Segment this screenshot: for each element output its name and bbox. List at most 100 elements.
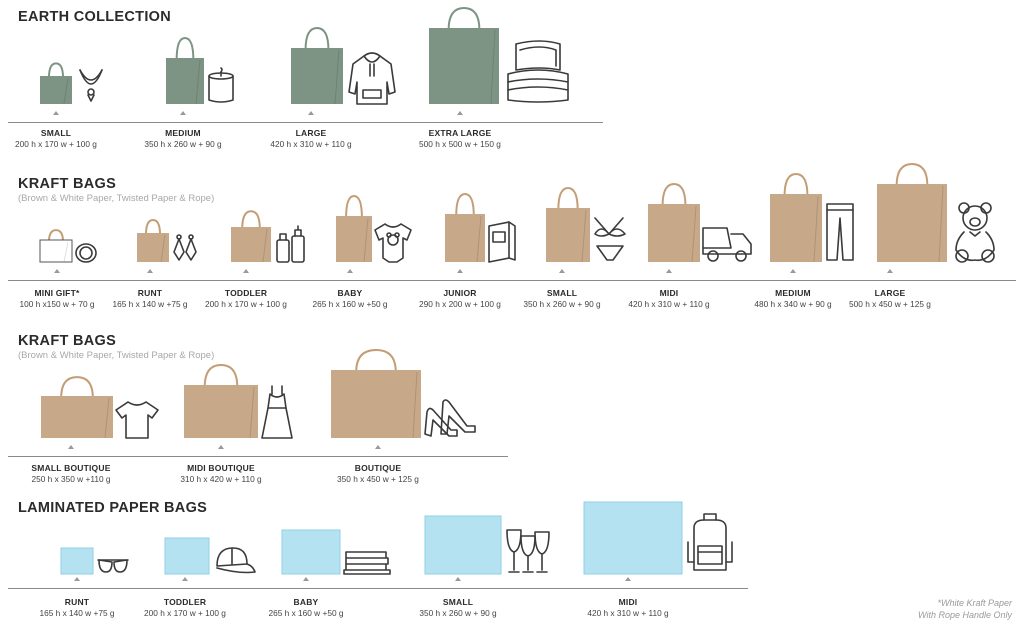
size-marker: [53, 111, 59, 115]
size-dimensions: 290 h x 200 w + 100 g: [419, 299, 501, 309]
footnote-line2: With Rope Handle Only: [918, 610, 1012, 620]
bag-baby-shape: [281, 529, 341, 575]
bag-toddler-shape: [164, 537, 210, 575]
earrings-icon: [173, 234, 197, 261]
section-title-laminated: LAMINATED PAPER BAGS: [18, 500, 208, 516]
bag-junior-shape: [445, 192, 485, 263]
section-baseline: [8, 588, 748, 589]
bracelet-icon: [75, 243, 97, 263]
footnote-line1: *White Kraft Paper: [937, 598, 1012, 608]
size-name: RUNT: [137, 288, 163, 298]
towels-icon: [343, 551, 391, 575]
section-title-kraft-boutique: KRAFT BAGS: [18, 333, 117, 349]
bag-boutique-shape: [331, 348, 421, 439]
size-name: LARGE: [295, 128, 327, 138]
size-marker: [243, 269, 249, 273]
size-marker: [147, 269, 153, 273]
size-dimensions: 350 h x 260 w + 90 g: [523, 299, 601, 309]
heels-icon: [424, 399, 476, 437]
size-name: BOUTIQUE: [354, 463, 402, 473]
bag-medium-shape: [770, 172, 822, 263]
hoodie-icon: [348, 52, 396, 105]
section-baseline: [8, 456, 508, 457]
size-dimensions: 480 h x 340 w + 90 g: [754, 299, 832, 309]
bedding-icon: [507, 40, 569, 103]
onesie-icon: [374, 223, 412, 263]
size-dimensions: 500 h x 500 w + 150 g: [419, 139, 501, 149]
size-name: LARGE: [874, 288, 906, 298]
size-name: BABY: [337, 288, 363, 298]
section-title-kraft: KRAFT BAGS: [18, 176, 117, 192]
size-marker: [457, 111, 463, 115]
section-subtitle: (Brown & White Paper, Twisted Paper & Ro…: [18, 193, 215, 204]
candle-icon: [208, 67, 234, 103]
size-dimensions: 165 h x 140 w +75 g: [39, 608, 115, 618]
size-marker: [457, 269, 463, 273]
size-dimensions: 200 h x 170 w + 100 g: [15, 139, 97, 149]
cap-icon: [216, 547, 256, 574]
bag-small-boutique-shape: [41, 376, 113, 439]
size-dimensions: 100 h x150 w + 70 g: [19, 299, 95, 309]
size-marker: [559, 269, 565, 273]
bag-midi-shape: [648, 182, 700, 263]
size-dimensions: 420 h x 310 w + 110 g: [270, 139, 352, 149]
size-marker: [625, 577, 631, 581]
size-marker: [790, 269, 796, 273]
jeans-icon: [826, 203, 854, 261]
size-name: MIDI: [659, 288, 679, 298]
section-baseline: [8, 280, 1016, 281]
bag-small-shape: [546, 186, 590, 263]
size-marker: [375, 445, 381, 449]
teddy-bear-icon: [955, 202, 995, 263]
size-dimensions: 420 h x 310 w + 110 g: [587, 608, 669, 618]
size-marker: [54, 269, 60, 273]
section-baseline: [8, 122, 603, 123]
bag-small-shape: [40, 62, 72, 105]
size-dimensions: 350 h x 260 w + 90 g: [144, 139, 222, 149]
size-dimensions: 420 h x 310 w + 110 g: [628, 299, 710, 309]
size-dimensions: 250 h x 350 w +110 g: [31, 474, 111, 484]
toy-truck-icon: [702, 227, 752, 262]
size-name: MINI GIFT*: [34, 288, 80, 298]
size-name: MEDIUM: [165, 128, 201, 138]
bag-midi-shape: [583, 501, 683, 575]
cosmetics-icon: [276, 225, 305, 263]
size-name: SMALL: [546, 288, 578, 298]
size-marker: [68, 445, 74, 449]
sunglasses-icon: [97, 559, 129, 573]
size-marker: [455, 577, 461, 581]
size-name: TODDLER: [224, 288, 268, 298]
bag-small-shape: [424, 515, 502, 575]
bag-large-shape: [291, 26, 343, 105]
size-name: MIDI BOUTIQUE: [187, 463, 255, 473]
tshirt-icon: [115, 401, 159, 439]
size-dimensions: 265 h x 160 w +50 g: [268, 608, 344, 618]
size-name: EXTRA LARGE: [428, 128, 492, 138]
size-dimensions: 200 h x 170 w + 100 g: [144, 608, 226, 618]
book-icon: [488, 221, 516, 263]
size-dimensions: 500 h x 450 w + 125 g: [849, 299, 931, 309]
bikini-icon: [594, 217, 626, 261]
size-dimensions: 350 h x 260 w + 90 g: [419, 608, 497, 618]
backpack-icon: [687, 513, 733, 571]
bag-mini-gift--shape: [39, 229, 73, 263]
size-dimensions: 165 h x 140 w +75 g: [112, 299, 188, 309]
size-marker: [347, 269, 353, 273]
bag-runt-shape: [60, 547, 94, 575]
size-marker: [887, 269, 893, 273]
bag-medium-shape: [166, 36, 204, 105]
size-name: RUNT: [64, 597, 90, 607]
bag-midi-boutique-shape: [184, 363, 258, 439]
bag-extra-large-shape: [429, 6, 499, 105]
size-dimensions: 310 h x 420 w + 110 g: [180, 474, 262, 484]
size-name: SMALL BOUTIQUE: [31, 463, 111, 473]
wine-glasses-icon: [506, 529, 550, 573]
size-marker: [180, 111, 186, 115]
size-dimensions: 200 h x 170 w + 100 g: [205, 299, 287, 309]
necklace-icon: [79, 69, 103, 102]
size-name: MEDIUM: [775, 288, 811, 298]
section-subtitle: (Brown & White Paper, Twisted Paper & Ro…: [18, 350, 215, 361]
bag-baby-shape: [336, 194, 372, 263]
size-marker: [308, 111, 314, 115]
size-name: TODDLER: [163, 597, 207, 607]
